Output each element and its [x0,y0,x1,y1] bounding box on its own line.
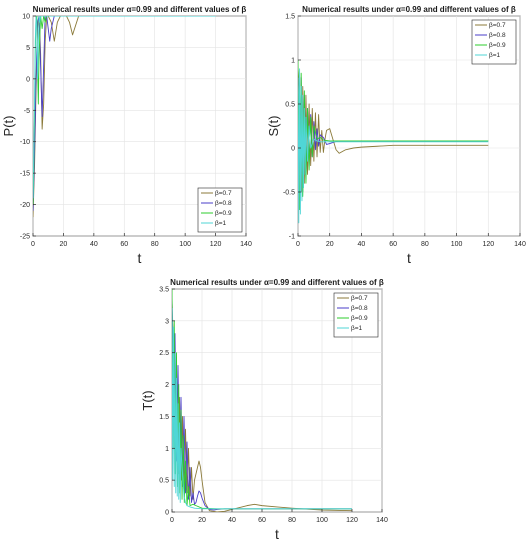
series-line-4 [172,308,352,510]
series-line-1 [172,301,353,512]
y-axis-label: S(t) [266,116,281,137]
y-tick-label: 2 [165,382,169,389]
legend-entry: β=1 [351,325,363,332]
x-tick-label: 80 [421,241,429,248]
legend-entry: β=0.9 [351,315,368,322]
y-tick-label: 0.5 [285,102,295,109]
x-tick-label: 100 [451,241,463,248]
y-tick-label: 2.5 [159,350,169,357]
y-tick-label: 3 [165,318,169,325]
y-tick-label: -5 [24,108,30,115]
y-tick-label: -10 [20,139,30,146]
x-axis-label: t [138,250,142,266]
y-tick-label: -15 [20,171,30,178]
legend: β=0.7 β=0.8 β=0.9 β=1 [333,292,379,338]
x-tick-label: 40 [90,241,98,248]
y-tick-label: -20 [20,202,30,209]
x-tick-label: 140 [240,241,252,248]
legend-entry: β=1 [489,52,501,59]
legend-entry: β=0.9 [489,42,506,49]
x-axis-label: t [275,526,279,542]
y-tick-label: 10 [22,14,30,21]
y-tick-label: -25 [20,234,30,241]
legend-entry: β=0.9 [215,210,232,217]
x-tick-label: 80 [151,241,159,248]
legend-entry: β=0.8 [215,200,232,207]
x-tick-label: 100 [179,241,191,248]
legend-entry: β=0.7 [215,190,232,197]
y-tick-label: 0 [165,510,169,517]
chart-title: Numerical results under α=0.99 and diffe… [33,5,247,14]
x-tick-label: 20 [60,241,68,248]
y-tick-label: 1 [165,446,169,453]
x-tick-label: 40 [228,517,236,524]
y-tick-label: 1 [291,58,295,65]
y-tick-label: 1.5 [159,414,169,421]
series-line-4 [33,16,216,199]
y-axis-label: P(t) [1,116,16,137]
legend: β=0.7 β=0.8 β=0.9 β=1 [197,187,243,233]
y-tick-label: 0 [291,146,295,153]
y-axis-label: T(t) [140,390,155,410]
chart-panel-1: 0 20 40 60 80 100 120 140 -25 -20 -15 -10 -5 0 5 10Nume… [1,5,252,266]
chart-title: Numerical results under α=0.99 and diffe… [170,278,384,287]
x-tick-label: 140 [514,241,526,248]
x-tick-label: 120 [210,241,222,248]
x-tick-label: 120 [482,241,494,248]
x-tick-label: 140 [376,517,388,524]
y-tick-label: 1.5 [285,14,295,21]
y-tick-label: -1 [289,234,295,241]
series-group [172,289,353,512]
x-tick-label: 60 [258,517,266,524]
series-group [298,59,489,224]
y-tick-label: 3.5 [159,287,169,294]
legend: β=0.7 β=0.8 β=0.9 β=1 [471,19,517,65]
x-tick-label: 20 [326,241,334,248]
legend-entry: β=0.7 [489,22,506,29]
series-line-3 [33,16,216,205]
legend-entry: β=0.7 [351,295,368,302]
chart-panel-3: 0 20 40 60 80 100 120 140 0 0.5 1 1.5 2 2.5 3 3.5Numeri… [140,278,388,542]
x-tick-label: 100 [316,517,328,524]
y-tick-label: 5 [26,45,30,52]
y-tick-label: -0.5 [283,190,295,197]
legend-box [197,187,243,233]
chart-panel-2: 0 20 40 60 80 100 120 140 -1 -0.5 0 0.5 1 1.5 Numerica… [266,5,526,266]
series-group [33,16,216,218]
legend-entry: β=0.8 [351,305,368,312]
legend-entry: β=1 [215,220,227,227]
x-tick-label: 0 [296,241,300,248]
y-tick-label: 0 [26,76,30,83]
x-axis-label: t [407,250,411,266]
chart-title: Numerical results under α=0.99 and diffe… [302,5,516,14]
x-tick-label: 40 [358,241,366,248]
x-tick-label: 120 [346,517,358,524]
legend-box [333,292,379,338]
x-tick-label: 60 [120,241,128,248]
x-tick-label: 0 [170,517,174,524]
legend-box [471,19,517,65]
x-tick-label: 60 [389,241,397,248]
series-line-4 [298,68,489,224]
x-tick-label: 80 [288,517,296,524]
x-tick-label: 20 [198,517,206,524]
y-tick-label: 0.5 [159,478,169,485]
x-tick-label: 0 [31,241,35,248]
legend-entry: β=0.8 [489,32,506,39]
